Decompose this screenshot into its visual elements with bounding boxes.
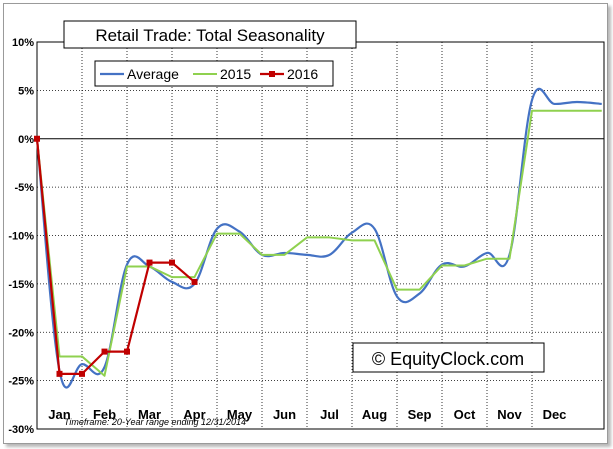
x-tick-label: Dec (543, 407, 567, 422)
series-point-2016 (124, 348, 130, 355)
x-tick-label: Jun (273, 407, 296, 422)
y-tick-label: -30% (8, 424, 34, 436)
y-tick-label: -15% (8, 279, 34, 291)
timeframe-footnote: Timeframe: 20-Year range ending 12/31/20… (64, 417, 246, 427)
legend: Average 2015 2016 (94, 60, 334, 87)
legend-2015-label: 2015 (220, 66, 251, 82)
x-tick-label: Feb (93, 407, 116, 422)
chart-title-box: Retail Trade: Total Seasonality (63, 20, 357, 49)
x-tick-label: May (227, 407, 253, 422)
y-tick-label: -25% (8, 376, 34, 388)
series-point-2016 (169, 259, 175, 266)
chart-frame: 10% 5% 0% -5% -10% -15% -20% -25% -30% Jan Feb Mar… (3, 3, 608, 444)
x-tick-label: Jan (48, 407, 70, 422)
x-axis-ticks: Jan Feb Mar Apr May Jun Jul Aug Sep Oct Nov Dec (48, 407, 566, 422)
x-tick-label: Oct (454, 407, 476, 422)
series-line-2015 (36, 109, 602, 377)
legend-2016-marker (269, 71, 275, 77)
legend-average-label: Average (127, 66, 179, 82)
series-point-2016 (79, 370, 85, 377)
watermark-box: © EquityClock.com (352, 342, 545, 373)
series-point-2016 (146, 259, 153, 266)
x-tick-label: Apr (183, 407, 205, 422)
chart-title: Retail Trade: Total Seasonality (95, 26, 325, 45)
watermark-text: © EquityClock.com (372, 349, 524, 369)
series-point-2016 (56, 370, 63, 377)
y-tick-label: -10% (8, 231, 34, 243)
y-tick-label: 10% (12, 37, 34, 49)
y-tick-label: 0% (18, 134, 34, 146)
y-axis-ticks: 10% 5% 0% -5% -10% -15% -20% -25% -30% (8, 37, 34, 436)
series-point-2016 (34, 135, 40, 142)
x-tick-label: Aug (362, 407, 387, 422)
x-tick-label: Nov (497, 407, 522, 422)
series-lines (34, 87, 602, 389)
grid-lines (36, 41, 605, 430)
series-line-2016 (35, 138, 196, 375)
legend-2016-label: 2016 (287, 66, 318, 82)
series-point-2016 (191, 278, 198, 285)
x-tick-label: Sep (408, 407, 432, 422)
seasonality-chart: 10% 5% 0% -5% -10% -15% -20% -25% -30% Jan Feb Mar… (8, 20, 605, 436)
y-tick-label: 5% (18, 85, 34, 97)
y-tick-label: -5% (14, 182, 34, 194)
series-point-2016 (101, 348, 108, 355)
y-tick-label: -20% (8, 327, 34, 339)
x-tick-label: Jul (320, 407, 339, 422)
x-tick-label: Mar (138, 407, 161, 422)
